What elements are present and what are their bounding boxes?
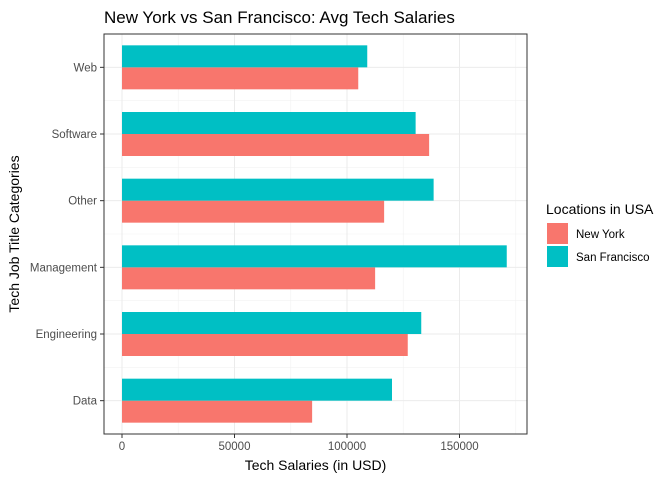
chart-title: New York vs San Francisco: Avg Tech Sala… bbox=[104, 8, 455, 27]
x-tick-label: 0 bbox=[119, 441, 125, 453]
bar-new-york-web bbox=[122, 67, 359, 90]
legend-label: New York bbox=[576, 229, 625, 241]
x-tick-label: 100000 bbox=[328, 441, 366, 453]
bar-san-francisco-software bbox=[122, 112, 416, 134]
y-tick-label: Management bbox=[30, 262, 98, 274]
y-tick-label: Other bbox=[68, 196, 97, 208]
y-tick-label: Software bbox=[52, 129, 97, 141]
bar-new-york-management bbox=[122, 267, 376, 290]
bar-san-francisco-management bbox=[122, 245, 507, 268]
plot-border bbox=[103, 33, 528, 435]
legend-title: Locations in USA bbox=[546, 201, 654, 217]
x-tick-label: 50000 bbox=[219, 441, 251, 453]
bar-new-york-software bbox=[122, 134, 430, 156]
bar-san-francisco-web bbox=[122, 45, 368, 68]
legend: Locations in USA New York San Francisco bbox=[546, 201, 654, 267]
axis-ticks: 0 50000 100000 150000 Data Engineering Managem… bbox=[30, 62, 479, 453]
legend-label: San Francisco bbox=[576, 252, 650, 264]
bar-san-francisco-data bbox=[122, 378, 392, 401]
bar-san-francisco-engineering bbox=[122, 312, 422, 334]
legend-key-new-york bbox=[547, 223, 568, 244]
x-tick-label: 150000 bbox=[440, 441, 478, 453]
y-tick-label: Web bbox=[74, 62, 97, 74]
bars bbox=[122, 45, 507, 423]
y-axis-title: Tech Job Title Categories bbox=[6, 155, 22, 312]
bar-san-francisco-other bbox=[122, 178, 434, 201]
legend-key-san-francisco bbox=[547, 246, 568, 267]
bar-new-york-other bbox=[122, 200, 385, 223]
bar-new-york-engineering bbox=[122, 334, 408, 356]
y-tick-label: Data bbox=[73, 396, 98, 408]
bar-new-york-data bbox=[122, 400, 313, 423]
x-axis-title: Tech Salaries (in USD) bbox=[245, 457, 387, 473]
y-tick-label: Engineering bbox=[36, 329, 97, 341]
